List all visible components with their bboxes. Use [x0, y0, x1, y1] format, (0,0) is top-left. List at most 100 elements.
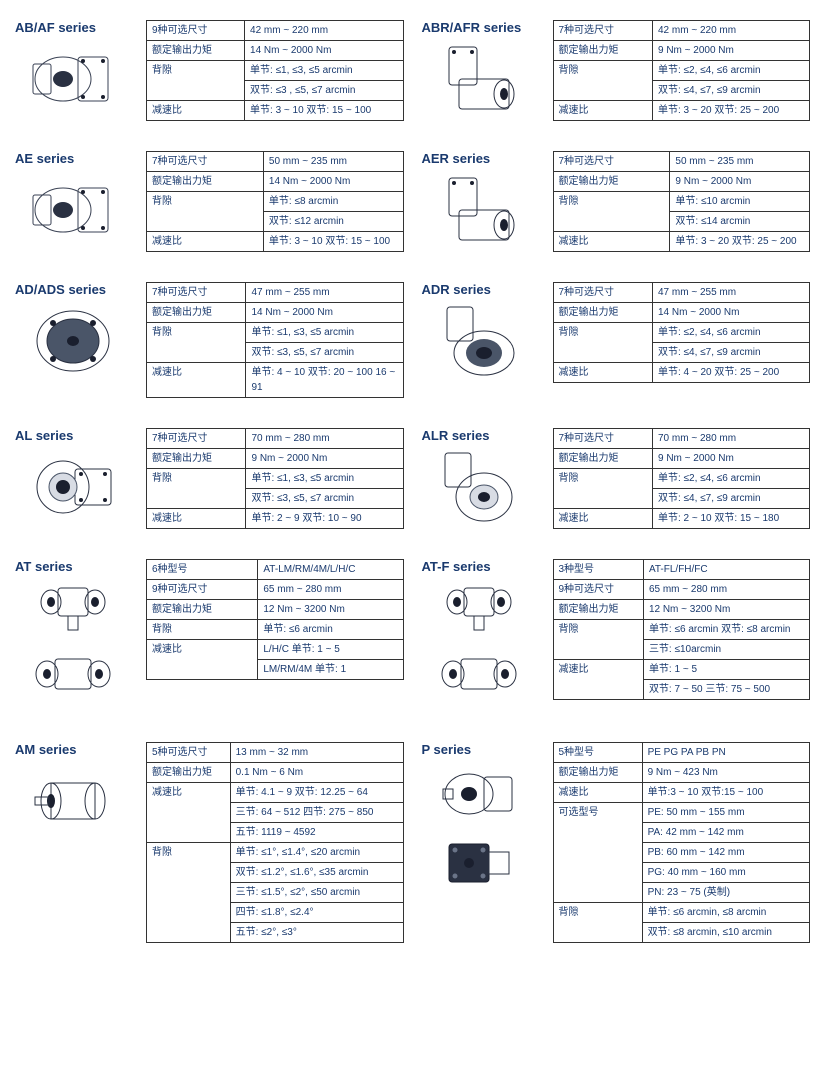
series-title: AB/AF series [15, 20, 140, 35]
spec-value: 单节: 2 ~ 10 双节: 15 ~ 180 [652, 509, 809, 529]
spec-label: 额定输出力矩 [147, 303, 246, 323]
series-title: AM series [15, 742, 140, 757]
spec-label: 减速比 [553, 660, 643, 700]
spec-value: 双节: ≤3, ≤5, ≤7 arcmin [246, 489, 403, 509]
spec-value: 单节: ≤2, ≤4, ≤6 arcmin [652, 323, 809, 343]
series-title: AER series [422, 151, 547, 166]
series-image [422, 761, 537, 895]
spec-value: 70 mm ~ 280 mm [246, 429, 403, 449]
series-block: AER series 7种可选尺寸 50 mm ~ 235 mm 额定输出力矩 … [422, 151, 811, 252]
spec-label: 背隙 [147, 323, 246, 363]
spec-value: 双节: ≤1.2°, ≤1.6°, ≤35 arcmin [230, 863, 403, 883]
spec-value: 双节: ≤12 arcmin [263, 212, 403, 232]
series-image [422, 301, 537, 381]
spec-value: 42 mm ~ 220 mm [652, 21, 809, 41]
spec-label: 背隙 [147, 192, 264, 232]
spec-label: 额定输出力矩 [553, 303, 652, 323]
spec-value: LM/RM/4M 单节: 1 [258, 660, 403, 680]
series-block: ADR series 7种可选尺寸 47 mm ~ 255 mm 额定输出力矩 … [422, 282, 811, 398]
spec-value: 47 mm ~ 255 mm [246, 283, 403, 303]
spec-value: 双节: 7 ~ 50 三节: 75 ~ 500 [643, 680, 809, 700]
gearbox-angle-icon [429, 170, 529, 250]
spec-label: 减速比 [147, 363, 246, 398]
spec-value: 单节: ≤1°, ≤1.4°, ≤20 arcmin [230, 843, 403, 863]
spec-table: 6种型号 AT-LM/RM/4M/L/H/C 9种可选尺寸 65 mm ~ 28… [146, 559, 404, 680]
spec-label: 额定输出力矩 [147, 763, 231, 783]
spec-label: 5种可选尺寸 [147, 743, 231, 763]
series-image [422, 578, 537, 712]
spec-value: 三节: 64 ~ 512 四节: 275 ~ 850 [230, 803, 403, 823]
spec-value: 单节: ≤1, ≤3, ≤5 arcmin [245, 61, 403, 81]
spec-table: 7种可选尺寸 50 mm ~ 235 mm 额定输出力矩 14 Nm ~ 200… [146, 151, 404, 252]
spec-label: 9种可选尺寸 [147, 580, 258, 600]
spec-label: 减速比 [553, 363, 652, 383]
spec-value: 70 mm ~ 280 mm [652, 429, 809, 449]
series-title: AD/ADS series [15, 282, 140, 297]
series-image [15, 39, 130, 119]
series-image [15, 761, 130, 841]
spec-value: 42 mm ~ 220 mm [245, 21, 403, 41]
series-block: AE series 7种可选尺寸 50 mm ~ 235 mm 额定输出力矩 1… [15, 151, 404, 252]
spec-value: PA: 42 mm ~ 142 mm [642, 823, 809, 843]
spec-value: 单节:3 ~ 10 双节:15 ~ 100 [642, 783, 809, 803]
spec-value: 单节: 4 ~ 20 双节: 25 ~ 200 [652, 363, 809, 383]
spec-value: 单节: ≤8 arcmin [263, 192, 403, 212]
spec-label: 7种可选尺寸 [553, 21, 652, 41]
spec-label: 背隙 [553, 469, 652, 509]
gearbox-cylinder-icon [23, 761, 123, 841]
spec-value: 50 mm ~ 235 mm [670, 152, 810, 172]
series-title: ALR series [422, 428, 547, 443]
spec-label: 7种可选尺寸 [553, 429, 652, 449]
series-block: AB/AF series 9种可选尺寸 42 mm ~ 220 mm 额定输出力… [15, 20, 404, 121]
spec-value: 单节: ≤2, ≤4, ≤6 arcmin [652, 469, 809, 489]
spec-value: AT-LM/RM/4M/L/H/C [258, 560, 403, 580]
spec-label: 背隙 [147, 469, 246, 509]
spec-table: 5种可选尺寸 13 mm ~ 32 mm 额定输出力矩 0.1 Nm ~ 6 N… [146, 742, 404, 943]
spec-value: 14 Nm ~ 2000 Nm [652, 303, 809, 323]
spec-label: 额定输出力矩 [553, 763, 642, 783]
spec-table: 9种可选尺寸 42 mm ~ 220 mm 额定输出力矩 14 Nm ~ 200… [146, 20, 404, 121]
spec-label: 减速比 [553, 232, 670, 252]
gearbox-flange-icon [23, 447, 123, 527]
spec-label: 额定输出力矩 [147, 172, 264, 192]
spec-value: 双节: ≤4, ≤7, ≤9 arcmin [652, 81, 809, 101]
spec-label: 额定输出力矩 [553, 449, 652, 469]
spec-value: 9 Nm ~ 2000 Nm [652, 41, 809, 61]
spec-label: 7种可选尺寸 [553, 283, 652, 303]
gearbox-inline-icon [23, 39, 123, 119]
series-grid: AB/AF series 9种可选尺寸 42 mm ~ 220 mm 额定输出力… [15, 20, 810, 943]
spec-label: 可选型号 [553, 803, 642, 903]
spec-value: 单节: ≤2, ≤4, ≤6 arcmin [652, 61, 809, 81]
spec-value: 单节: 3 ~ 10 双节: 15 ~ 100 [263, 232, 403, 252]
spec-table: 3种型号 AT-FL/FH/FC 9种可选尺寸 65 mm ~ 280 mm 额… [553, 559, 811, 700]
series-block: ALR series 7种可选尺寸 70 mm ~ 280 mm 额定输出力矩 … [422, 428, 811, 529]
gearbox-t-icon [429, 578, 529, 643]
series-block: AD/ADS series 7种可选尺寸 47 mm ~ 255 mm 额定输出… [15, 282, 404, 398]
spec-table: 7种可选尺寸 70 mm ~ 280 mm 额定输出力矩 9 Nm ~ 2000… [146, 428, 404, 529]
spec-value: 单节: 1 ~ 5 [643, 660, 809, 680]
spec-label: 减速比 [147, 509, 246, 529]
spec-value: 双节: ≤3 , ≤5, ≤7 arcmin [245, 81, 403, 101]
spec-table: 5种型号 PE PG PA PB PN 额定输出力矩 9 Nm ~ 423 Nm… [553, 742, 811, 943]
gearbox-disc-icon [23, 301, 123, 381]
spec-value: L/H/C 单节: 1 ~ 5 [258, 640, 403, 660]
spec-value: PG: 40 mm ~ 160 mm [642, 863, 809, 883]
series-title: AT-F series [422, 559, 547, 574]
spec-value: 13 mm ~ 32 mm [230, 743, 403, 763]
series-title: AT series [15, 559, 140, 574]
spec-value: 双节: ≤4, ≤7, ≤9 arcmin [652, 489, 809, 509]
gearbox-t-icon [23, 578, 123, 643]
spec-label: 7种可选尺寸 [147, 283, 246, 303]
series-image [422, 39, 537, 119]
series-image [15, 578, 130, 712]
spec-value: 单节: 3 ~ 20 双节: 25 ~ 200 [670, 232, 810, 252]
spec-value: 单节: ≤1, ≤3, ≤5 arcmin [246, 469, 403, 489]
series-title: ADR series [422, 282, 547, 297]
spec-value: 双节: ≤3, ≤5, ≤7 arcmin [246, 343, 403, 363]
spec-value: 三节: ≤1.5°, ≤2°, ≤50 arcmin [230, 883, 403, 903]
spec-label: 背隙 [553, 61, 652, 101]
spec-value: PE: 50 mm ~ 155 mm [642, 803, 809, 823]
spec-value: 12 Nm ~ 3200 Nm [258, 600, 403, 620]
spec-label: 减速比 [553, 783, 642, 803]
spec-label: 背隙 [147, 620, 258, 640]
